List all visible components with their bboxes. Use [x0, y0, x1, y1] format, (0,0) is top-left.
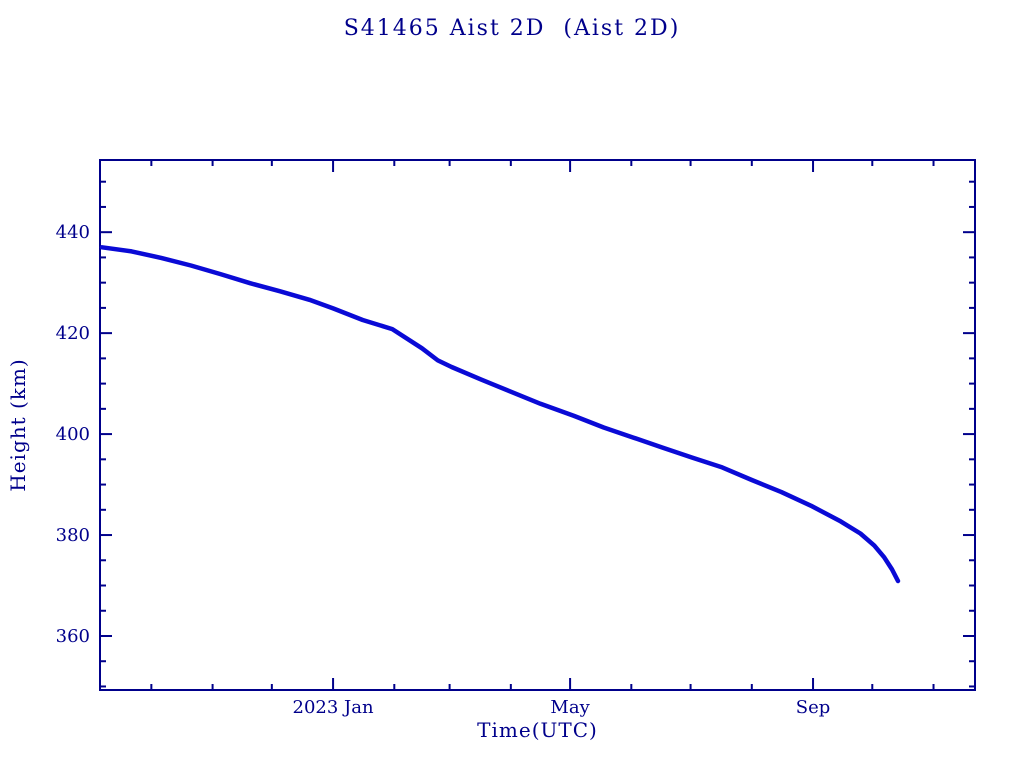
x-axis-title: Time(UTC) [477, 718, 598, 742]
x-tick-label: Sep [796, 697, 831, 718]
decay-curve [99, 245, 901, 584]
y-tick-label: 400 [56, 424, 90, 445]
chart-title: S41465 Aist 2D (Aist 2D) [343, 16, 681, 41]
y-tick-label: 420 [56, 323, 90, 344]
y-tick-label: 380 [56, 525, 90, 546]
y-axis-title: Height (km) [6, 358, 30, 492]
x-tick-label: May [550, 697, 590, 718]
y-tick-label: 440 [56, 222, 90, 243]
plot-frame [99, 159, 976, 691]
y-tick-label: 360 [56, 626, 90, 647]
x-tick-label: 2023 Jan [293, 697, 374, 718]
